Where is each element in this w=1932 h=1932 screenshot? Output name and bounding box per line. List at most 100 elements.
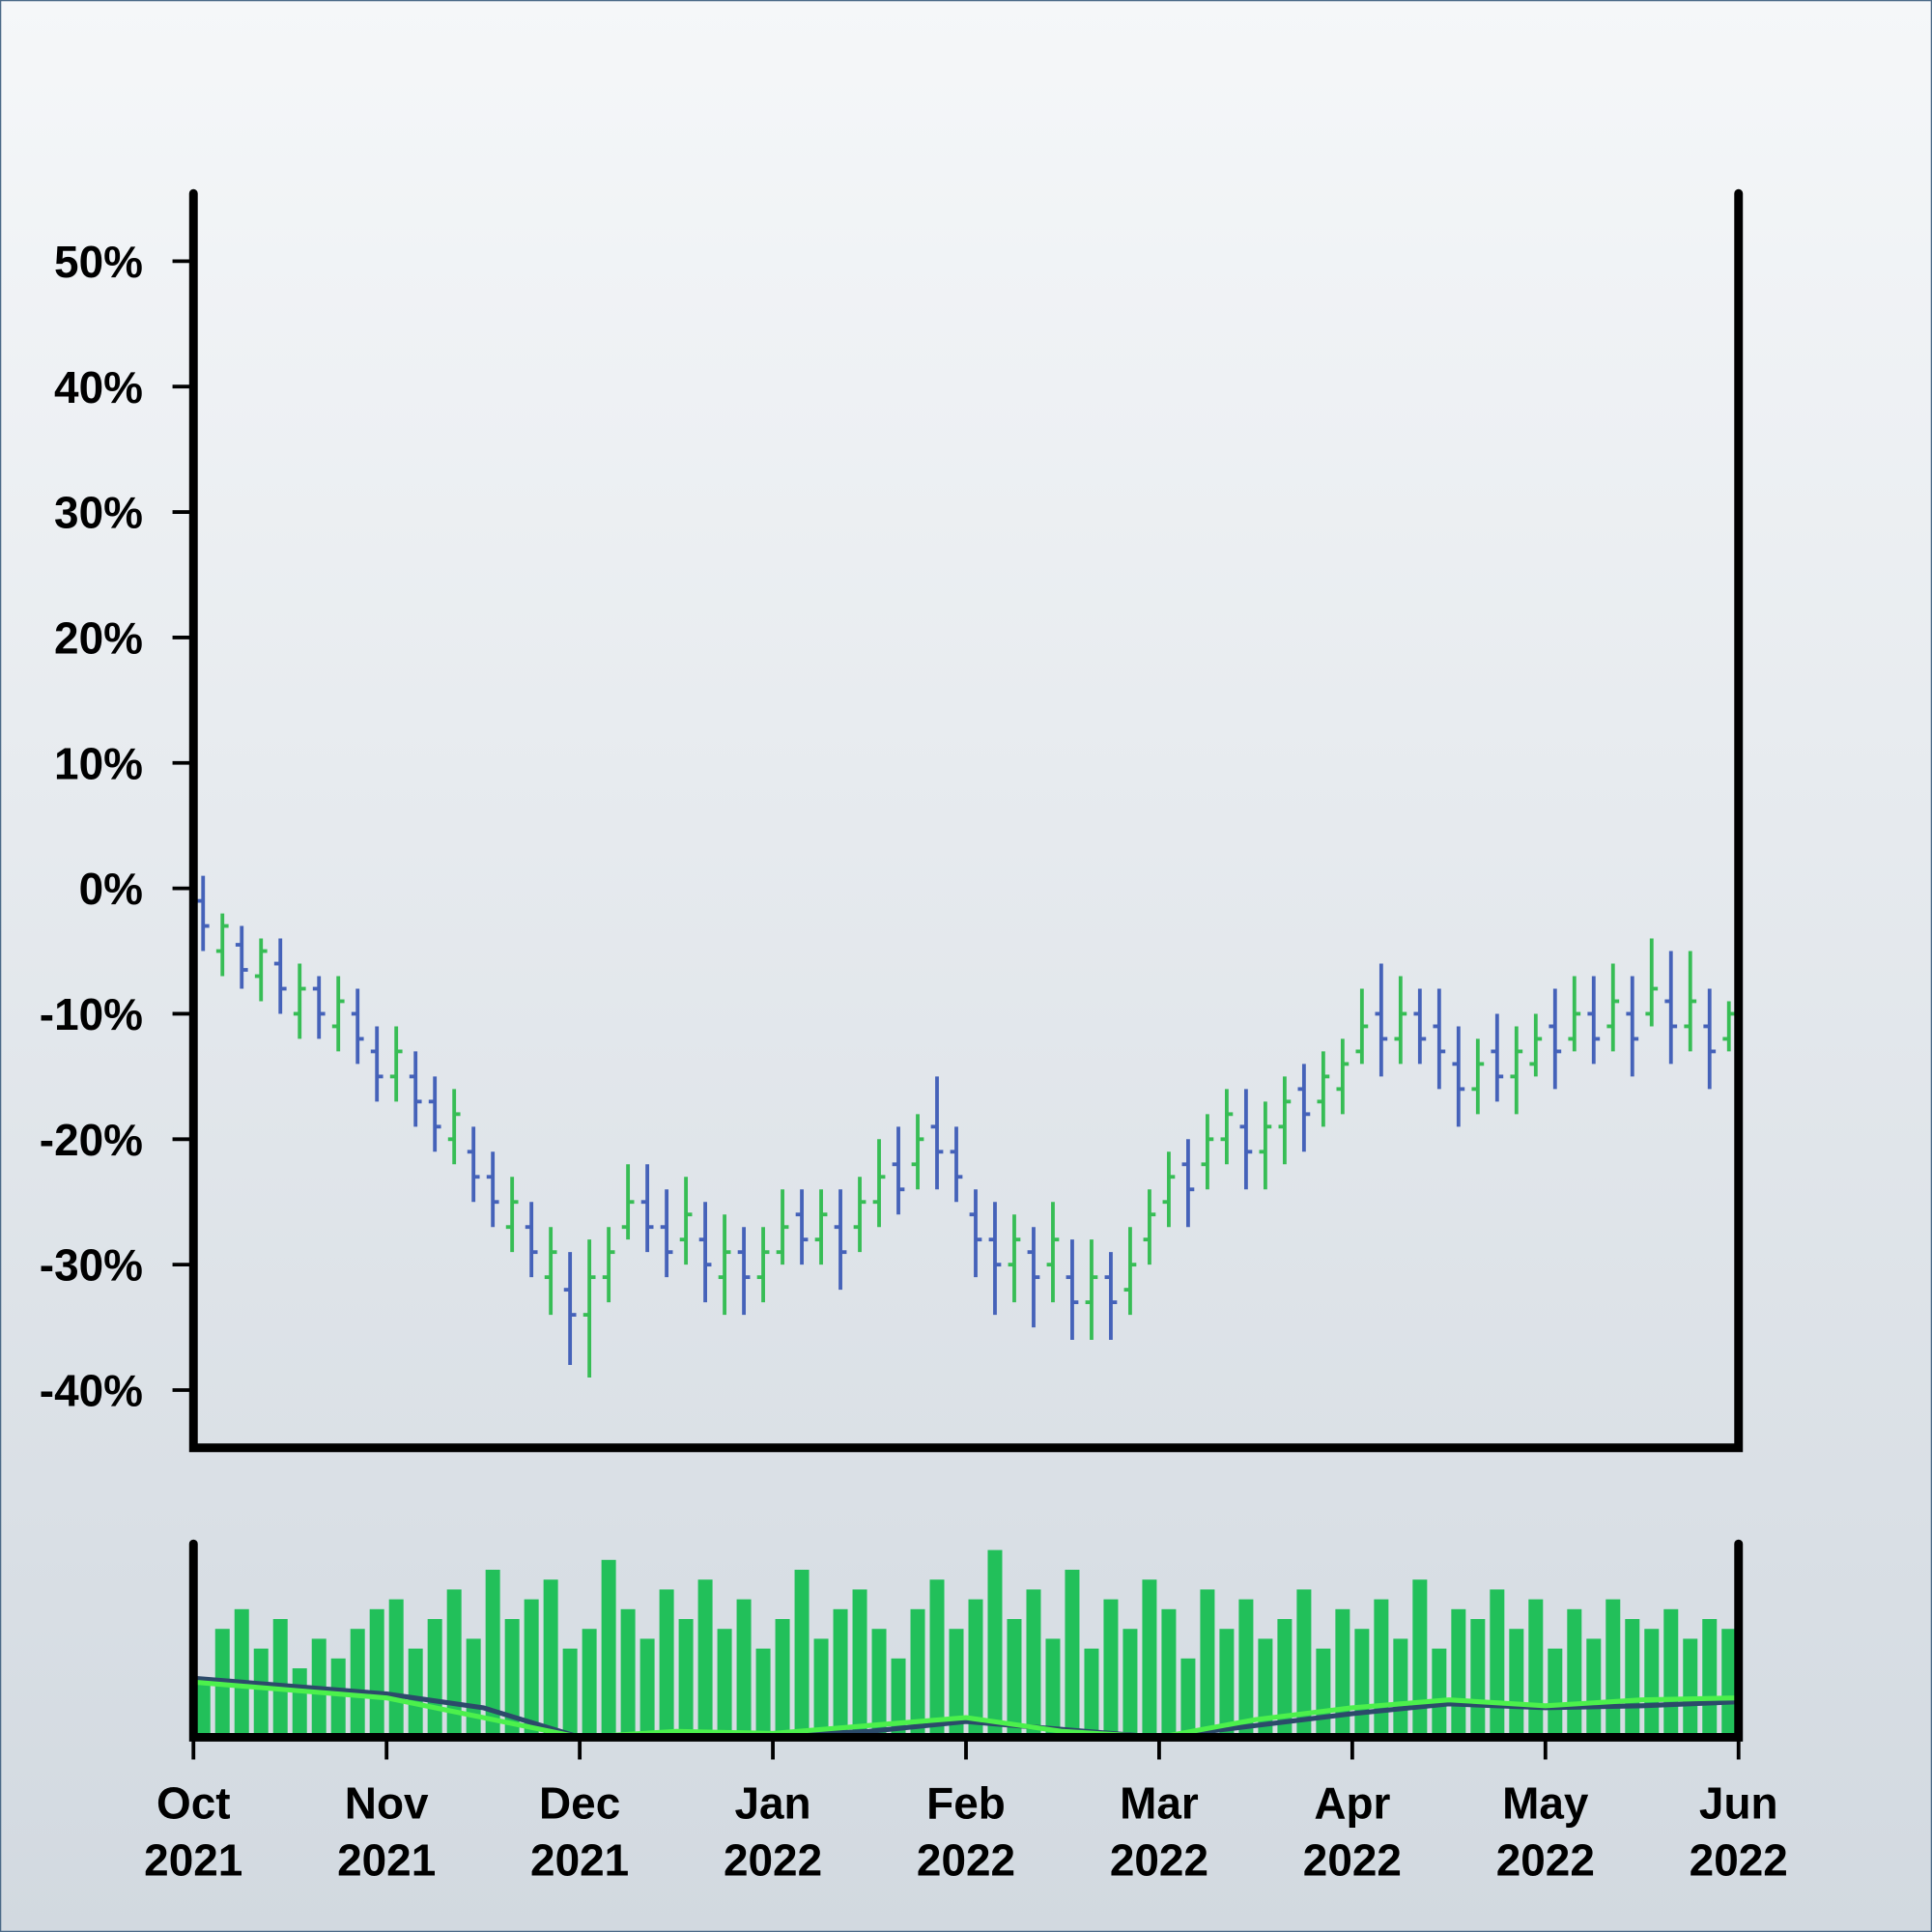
volume-bar: [1412, 1579, 1428, 1738]
volume-bar: [1219, 1629, 1235, 1738]
x-tick-label-line: 2022: [724, 1834, 822, 1885]
volume-bar: [1200, 1589, 1215, 1738]
volume-bar: [1490, 1589, 1505, 1738]
x-tick-label-line: Jun: [1699, 1778, 1778, 1829]
x-tick-label-line: 2022: [1303, 1834, 1402, 1885]
volume-bar: [1644, 1629, 1660, 1738]
volume-bar: [408, 1648, 423, 1738]
x-tick-label: Jun 2022: [1690, 1778, 1788, 1886]
x-tick-label: Oct 2021: [144, 1778, 242, 1886]
volume-bar: [485, 1570, 500, 1738]
x-tick-label: Nov 2021: [337, 1778, 436, 1886]
x-tick-label: Dec 2021: [530, 1778, 629, 1886]
volume-bar: [1335, 1608, 1350, 1738]
volume-bar: [388, 1599, 404, 1738]
y-tick-label: 0%: [79, 864, 143, 914]
x-tick-label-line: 2021: [337, 1834, 436, 1885]
y-tick-label: -30%: [40, 1240, 143, 1291]
y-tick-label: 30%: [54, 488, 143, 538]
volume-bar: [910, 1608, 925, 1738]
y-tick-label: 50%: [54, 237, 143, 287]
volume-bar: [1103, 1599, 1119, 1738]
volume-bar: [1180, 1658, 1196, 1738]
x-tick-label-line: Nov: [345, 1778, 429, 1829]
volume-bar: [736, 1599, 752, 1738]
volume-bar: [794, 1570, 810, 1738]
volume-bar: [446, 1589, 462, 1738]
x-tick-label-line: 2022: [1496, 1834, 1595, 1885]
volume-bar: [582, 1629, 597, 1738]
y-tick-label: 10%: [54, 738, 143, 788]
volume-bar: [755, 1648, 771, 1738]
x-tick-label-line: 2021: [144, 1834, 242, 1885]
axes-frame: [188, 188, 1744, 1742]
volume-bar: [1316, 1648, 1331, 1738]
volume-bar: [1586, 1638, 1602, 1738]
volume-bar: [1663, 1608, 1679, 1738]
x-tick-label-line: 2021: [530, 1834, 629, 1885]
volume-bar: [1393, 1638, 1408, 1738]
volume-bar: [195, 1678, 211, 1738]
volume-bar: [1702, 1619, 1718, 1738]
volume-bar: [1625, 1619, 1640, 1738]
x-tick-label-line: Apr: [1314, 1778, 1390, 1829]
volume-frame: [188, 1539, 1744, 1742]
volume-bar: [852, 1589, 867, 1738]
volume-bar: [253, 1648, 269, 1738]
volume-bar: [234, 1608, 249, 1738]
volume-bar: [1045, 1638, 1061, 1738]
volume-bar: [968, 1599, 983, 1738]
y-tick-label: -20%: [40, 1115, 143, 1165]
volume-bar: [929, 1579, 945, 1738]
volume-bar: [543, 1579, 558, 1738]
volume-bar: [813, 1638, 829, 1738]
x-tick-label-line: Feb: [926, 1778, 1006, 1829]
x-tick-label-line: May: [1502, 1778, 1589, 1829]
x-tick-label-line: Dec: [539, 1778, 620, 1829]
y-tick-label: 40%: [54, 362, 143, 412]
volume-bar: [350, 1629, 365, 1738]
volume-bar: [1258, 1638, 1273, 1738]
volume-bar: [1683, 1638, 1698, 1738]
moving-average: [193, 1675, 1739, 1741]
volume-bar: [891, 1658, 906, 1738]
y-tick-label: -40%: [40, 1366, 143, 1416]
volume-bar: [987, 1549, 1003, 1738]
volume-bar: [833, 1608, 848, 1738]
x-tick-label: Jan 2022: [724, 1778, 822, 1886]
x-tick-label: Feb 2022: [917, 1778, 1015, 1886]
volume-bar: [1277, 1619, 1293, 1738]
volume-bar: [659, 1589, 674, 1738]
x-tick-label-line: Mar: [1120, 1778, 1199, 1829]
volume-bar: [1528, 1599, 1544, 1738]
volume-bar: [1374, 1599, 1389, 1738]
volume-bar: [427, 1619, 442, 1738]
volume-bar: [775, 1619, 790, 1738]
volume-bar: [697, 1579, 713, 1738]
x-tick-label-line: 2022: [1110, 1834, 1208, 1885]
volume-bar: [1007, 1619, 1022, 1738]
x-tick-label-line: Jan: [735, 1778, 811, 1829]
volume-bar: [1065, 1570, 1080, 1738]
volume-bar: [620, 1608, 636, 1738]
x-tick-label-line: 2022: [917, 1834, 1015, 1885]
volume-bar: [1238, 1599, 1254, 1738]
volume-bar: [1432, 1648, 1447, 1738]
volume-bar: [369, 1608, 384, 1738]
volume-bar: [466, 1638, 481, 1738]
volume-bar: [292, 1668, 307, 1738]
volume-bar: [1470, 1619, 1486, 1738]
volume-bar: [272, 1619, 288, 1738]
x-tick-label: May 2022: [1496, 1778, 1595, 1886]
volume-bar: [524, 1599, 539, 1738]
y-tick-label: -10%: [40, 989, 143, 1039]
volume-bar: [1605, 1599, 1621, 1738]
volume-bar: [678, 1619, 694, 1738]
volume-bar: [1354, 1629, 1370, 1738]
volume-bar: [949, 1629, 964, 1738]
price-frame: [188, 188, 1744, 1453]
x-tick-label-line: Oct: [156, 1778, 231, 1829]
volume-bar: [601, 1559, 616, 1738]
volume-bar: [1296, 1589, 1312, 1738]
